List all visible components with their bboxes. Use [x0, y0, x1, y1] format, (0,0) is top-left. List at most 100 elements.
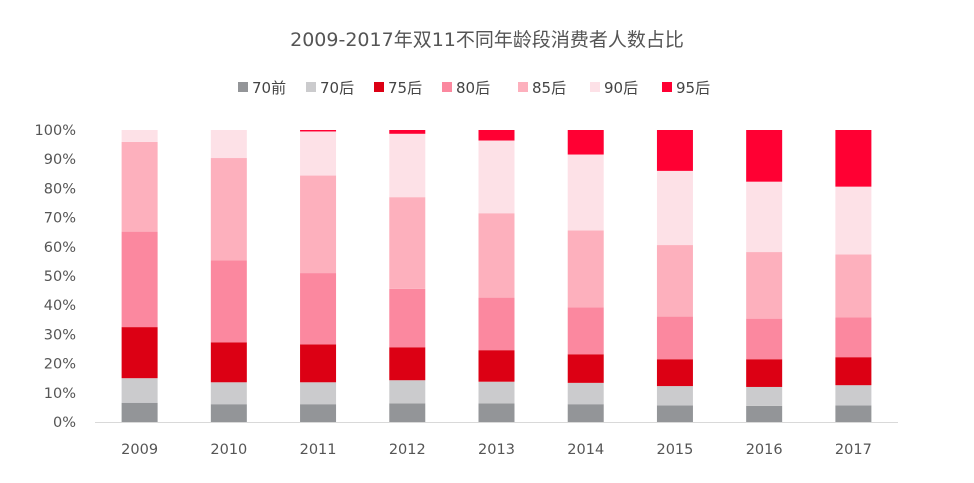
bar-segment	[121, 231, 158, 328]
legend: 70前 70后 75后 80后 85后 90后 95后	[238, 79, 710, 97]
bar-segment	[567, 307, 604, 355]
bar-segment	[300, 344, 337, 383]
x-tick-label: 2010	[210, 442, 247, 458]
bar-segment	[210, 404, 247, 422]
bar-stack-2011	[300, 130, 337, 422]
bar-segment	[478, 403, 515, 422]
y-tick-label: 30%	[44, 327, 76, 343]
y-tick-label: 70%	[44, 211, 76, 227]
bar-segment	[746, 359, 783, 387]
bar-segment	[656, 405, 693, 422]
bar-segment	[121, 402, 158, 422]
legend-swatch	[590, 82, 600, 92]
y-tick-label: 90%	[44, 152, 76, 168]
y-axis: 0% 10% 20% 30% 40% 50% 60% 70% 80% 90% 100%	[35, 123, 76, 431]
bar-stack-2013	[478, 130, 515, 422]
legend-label: 95后	[676, 79, 710, 97]
bar-segment	[389, 133, 426, 198]
bar-segment	[478, 130, 515, 141]
bar-segment	[478, 297, 515, 351]
bar-segment	[478, 381, 515, 404]
bar-segment	[656, 245, 693, 317]
bar-segment	[210, 260, 247, 343]
x-tick-label: 2014	[567, 442, 604, 458]
legend-label: 70前	[252, 79, 286, 97]
bar-segment	[567, 404, 604, 422]
bar-stack-2012	[389, 130, 426, 422]
legend-item: 70前	[238, 79, 286, 97]
bar-segment	[656, 316, 693, 360]
bar-segment	[389, 380, 426, 404]
bar-segment	[746, 130, 783, 182]
y-tick-label: 60%	[44, 240, 76, 256]
legend-label: 80后	[456, 79, 490, 97]
x-tick-label: 2013	[478, 442, 515, 458]
bar-segment	[835, 254, 872, 318]
legend-item: 80后	[442, 79, 490, 97]
bar-segment	[300, 404, 337, 422]
bar-segment	[478, 350, 515, 382]
legend-swatch	[374, 82, 384, 92]
bar-segment	[567, 154, 604, 231]
bar-segment	[121, 327, 158, 379]
bar-segment	[121, 130, 158, 142]
bar-segment	[210, 342, 247, 383]
bar-segment	[567, 130, 604, 155]
legend-item: 85后	[518, 79, 566, 97]
legend-label: 90后	[604, 79, 638, 97]
x-tick-label: 2012	[389, 442, 426, 458]
x-tick-label: 2011	[300, 442, 337, 458]
bar-segment	[389, 288, 426, 348]
bar-stack-2016	[746, 130, 783, 422]
bar-segment	[567, 230, 604, 308]
bar-segment	[121, 141, 158, 232]
bar-segment	[300, 273, 337, 345]
bars	[121, 130, 872, 422]
legend-item: 90后	[590, 79, 638, 97]
bar-stack-2017	[835, 130, 872, 422]
y-tick-label: 0%	[53, 415, 76, 431]
bar-segment	[835, 385, 872, 406]
x-tick-label: 2009	[121, 442, 158, 458]
bar-stack-2010	[210, 130, 247, 422]
legend-swatch	[442, 82, 452, 92]
bar-segment	[300, 131, 337, 176]
legend-item: 95后	[662, 79, 710, 97]
bar-segment	[210, 382, 247, 405]
bar-segment	[656, 359, 693, 387]
bar-segment	[567, 382, 604, 405]
legend-swatch	[306, 82, 316, 92]
bar-segment	[835, 357, 872, 386]
x-axis: 2009 2010 2011 2012 2013 2014 2015 2016 2017	[121, 442, 872, 458]
x-tick-label: 2015	[656, 442, 693, 458]
bar-segment	[300, 382, 337, 405]
legend-label: 75后	[388, 79, 422, 97]
legend-label: 70后	[320, 79, 354, 97]
y-tick-label: 40%	[44, 298, 76, 314]
bar-segment	[746, 181, 783, 253]
bar-segment	[121, 378, 158, 403]
bar-segment	[746, 318, 783, 360]
bar-segment	[300, 130, 337, 132]
bar-stack-2015	[656, 130, 693, 422]
legend-swatch	[518, 82, 528, 92]
bar-segment	[389, 347, 426, 381]
x-tick-label: 2016	[746, 442, 783, 458]
legend-item: 70后	[306, 79, 354, 97]
bar-segment	[835, 186, 872, 255]
bar-segment	[656, 170, 693, 246]
y-tick-label: 80%	[44, 181, 76, 197]
bar-segment	[389, 403, 426, 422]
bar-segment	[746, 252, 783, 319]
bar-segment	[210, 130, 247, 159]
bar-stack-2014	[567, 130, 604, 422]
bar-segment	[389, 197, 426, 289]
bar-segment	[835, 130, 872, 187]
y-tick-label: 50%	[44, 269, 76, 285]
bar-segment	[210, 158, 247, 261]
bar-segment	[300, 175, 337, 274]
x-tick-label: 2017	[835, 442, 872, 458]
bar-segment	[389, 130, 426, 134]
legend-item: 75后	[374, 79, 422, 97]
bar-segment	[478, 140, 515, 214]
